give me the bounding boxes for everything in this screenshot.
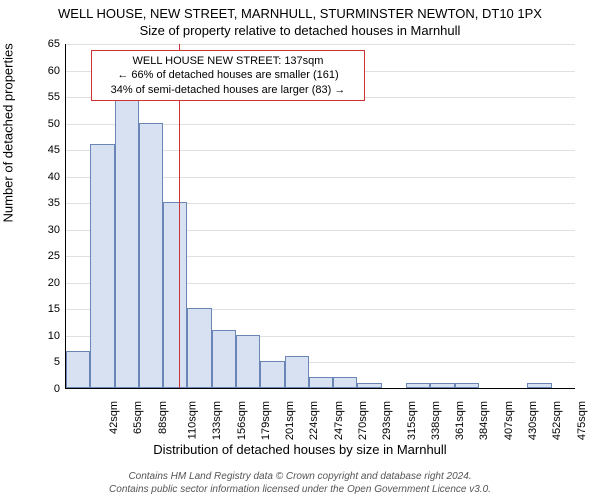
footer-line-2: Contains public sector information licen… — [0, 483, 600, 496]
histogram-bar — [260, 361, 284, 388]
footer-attribution: Contains HM Land Registry data © Crown c… — [0, 470, 600, 496]
x-tick-label: 384sqm — [479, 401, 491, 440]
y-tick-label: 45 — [30, 144, 60, 156]
x-tick-label: 315sqm — [406, 401, 418, 440]
histogram-bar — [139, 123, 163, 388]
x-tick-label: 156sqm — [236, 401, 248, 440]
x-tick-label: 407sqm — [503, 401, 515, 440]
x-tick-label: 338sqm — [430, 401, 442, 440]
histogram-bar — [527, 383, 551, 388]
chart-plot-area: WELL HOUSE NEW STREET: 137sqm← 66% of de… — [65, 44, 575, 389]
y-tick-label: 25 — [30, 250, 60, 262]
x-tick-label: 452sqm — [551, 401, 563, 440]
y-tick-label: 0 — [30, 383, 60, 395]
histogram-bar — [163, 202, 187, 388]
x-tick-label: 133sqm — [211, 401, 223, 440]
y-tick-label: 60 — [30, 65, 60, 77]
histogram-bar — [212, 330, 236, 388]
x-tick-label: 224sqm — [309, 401, 321, 440]
y-tick-label: 35 — [30, 197, 60, 209]
title-sub: Size of property relative to detached ho… — [0, 21, 600, 38]
x-tick-label: 88sqm — [157, 401, 169, 434]
x-tick-label: 430sqm — [527, 401, 539, 440]
histogram-bar — [66, 351, 90, 388]
x-tick-label: 42sqm — [108, 401, 120, 434]
histogram-bar — [430, 383, 454, 388]
histogram-bar — [187, 308, 211, 388]
x-tick-label: 293sqm — [381, 401, 393, 440]
y-tick-label: 55 — [30, 91, 60, 103]
y-tick-label: 30 — [30, 224, 60, 236]
gridline-h — [66, 44, 575, 45]
y-tick-label: 5 — [30, 356, 60, 368]
histogram-bar — [115, 96, 139, 388]
histogram-bar — [309, 377, 333, 388]
histogram-bar — [90, 144, 114, 388]
y-tick-label: 50 — [30, 118, 60, 130]
title-main: WELL HOUSE, NEW STREET, MARNHULL, STURMI… — [0, 0, 600, 21]
x-tick-label: 270sqm — [357, 401, 369, 440]
histogram-bar — [236, 335, 260, 388]
y-tick-label: 20 — [30, 277, 60, 289]
histogram-bar — [333, 377, 357, 388]
x-tick-label: 65sqm — [132, 401, 144, 434]
histogram-bar — [357, 383, 381, 388]
annotation-line-1: WELL HOUSE NEW STREET: 137sqm — [98, 54, 358, 68]
annotation-line-3: 34% of semi-detached houses are larger (… — [98, 83, 358, 97]
x-tick-label: 247sqm — [333, 401, 345, 440]
annotation-box: WELL HOUSE NEW STREET: 137sqm← 66% of de… — [91, 50, 365, 101]
y-axis-label: Number of detached properties — [1, 43, 16, 222]
y-tick-label: 10 — [30, 330, 60, 342]
annotation-line-2: ← 66% of detached houses are smaller (16… — [98, 68, 358, 82]
x-tick-label: 179sqm — [260, 401, 272, 440]
histogram-bar — [455, 383, 479, 388]
histogram-bar — [406, 383, 430, 388]
histogram-bar — [285, 356, 309, 388]
x-axis-label: Distribution of detached houses by size … — [0, 442, 600, 457]
x-tick-label: 475sqm — [576, 401, 588, 440]
x-tick-label: 201sqm — [284, 401, 296, 440]
footer-line-1: Contains HM Land Registry data © Crown c… — [0, 470, 600, 483]
x-tick-label: 110sqm — [186, 401, 198, 439]
y-tick-label: 15 — [30, 303, 60, 315]
x-tick-label: 361sqm — [454, 401, 466, 440]
y-tick-label: 40 — [30, 171, 60, 183]
y-tick-label: 65 — [30, 38, 60, 50]
